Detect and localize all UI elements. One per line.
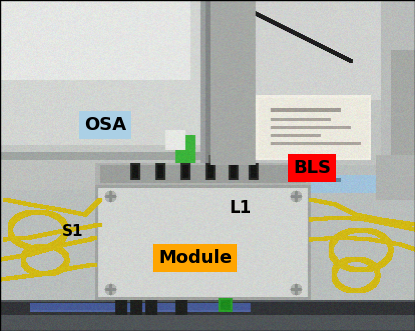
- Text: OSA: OSA: [84, 116, 126, 134]
- Text: L1: L1: [230, 199, 252, 217]
- Text: BLS: BLS: [293, 159, 331, 177]
- Text: Module: Module: [158, 249, 232, 267]
- Text: S1: S1: [62, 223, 84, 239]
